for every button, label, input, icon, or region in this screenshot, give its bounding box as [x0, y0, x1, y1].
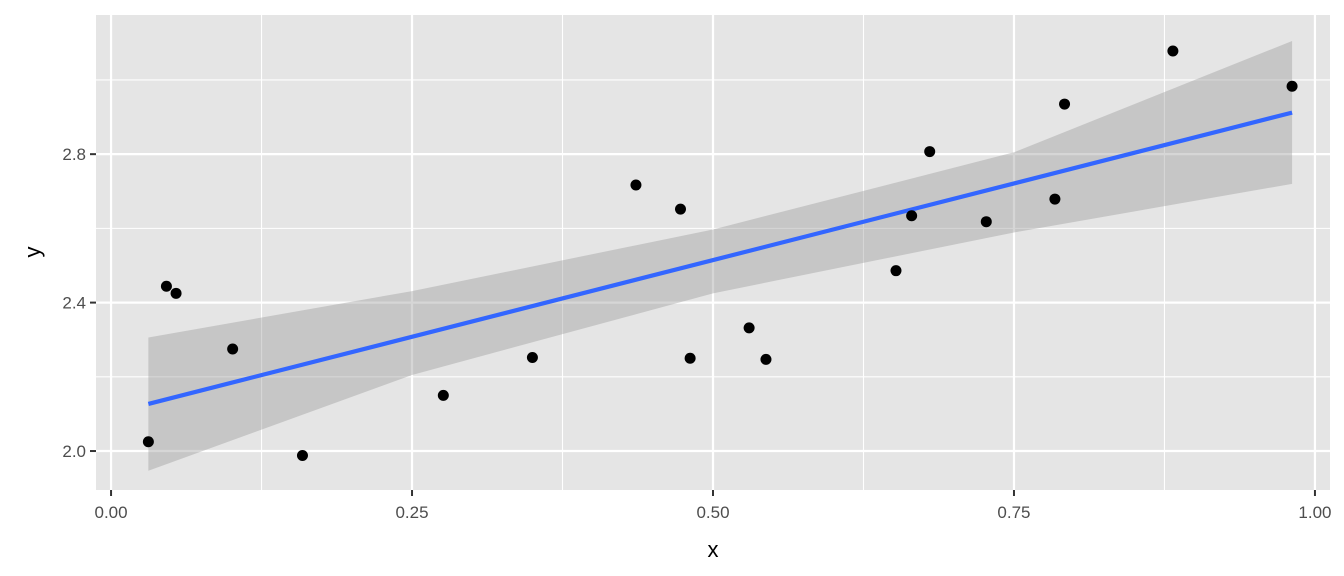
data-point: [924, 146, 936, 158]
data-point: [1286, 80, 1298, 92]
x-tick-label: 0.75: [997, 503, 1030, 522]
data-point: [526, 352, 538, 364]
data-point: [684, 352, 696, 364]
data-point: [160, 280, 172, 292]
x-axis-title: x: [708, 537, 719, 562]
confidence-band: [148, 40, 1293, 471]
x-tick-label: 0.00: [95, 503, 128, 522]
data-point: [437, 389, 449, 401]
y-tick-label: 2.4: [62, 294, 86, 313]
data-point: [170, 287, 182, 299]
data-point: [1167, 45, 1179, 57]
data-point: [142, 436, 154, 448]
data-point: [630, 179, 642, 191]
data-point: [674, 203, 686, 215]
x-tick-label: 0.50: [696, 503, 729, 522]
data-points: [142, 45, 1298, 461]
y-axis-ticks: 2.0 2.4 2.8: [62, 145, 96, 461]
y-axis-title: y: [20, 247, 45, 258]
data-point: [1049, 193, 1061, 205]
regression-line: [147, 110, 1293, 406]
y-tick-label: 2.8: [62, 145, 86, 164]
data-point: [760, 353, 772, 365]
grid-major: [96, 15, 1330, 490]
data-point: [980, 216, 992, 228]
data-point: [296, 449, 308, 461]
x-tick-label: 0.25: [395, 503, 428, 522]
data-point: [1059, 98, 1071, 110]
x-axis-ticks: 0.00 0.25 0.50 0.75 1.00: [95, 490, 1331, 522]
y-tick-label: 2.0: [62, 442, 86, 461]
data-point: [890, 265, 902, 277]
data-point: [743, 322, 755, 334]
data-point: [227, 343, 239, 355]
data-point: [906, 210, 918, 222]
x-tick-label: 1.00: [1298, 503, 1331, 522]
